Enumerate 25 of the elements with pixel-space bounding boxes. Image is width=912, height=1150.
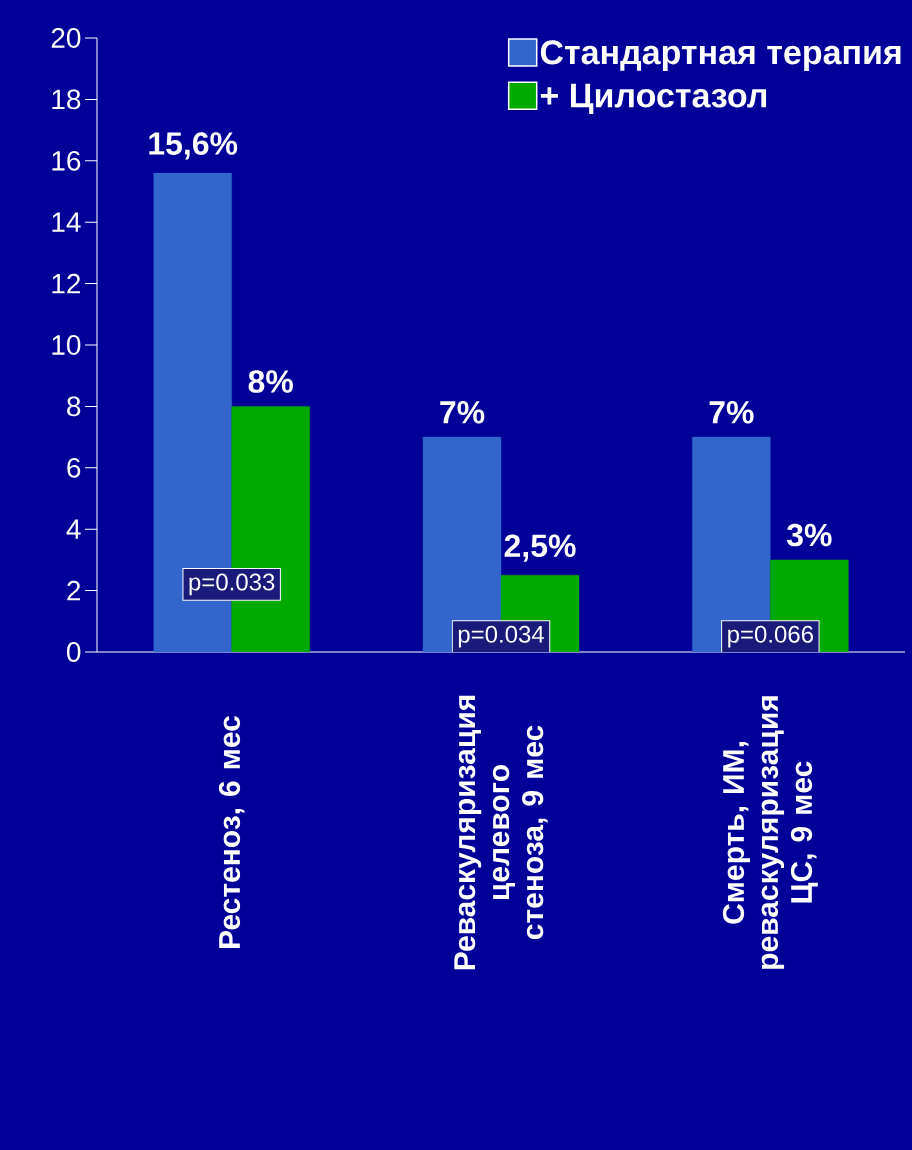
legend-label: + Цилостазол — [540, 83, 767, 115]
x-tick-label: Рестеноз, 6 мес — [218, 716, 245, 948]
y-tick-label: 12 — [52, 273, 81, 294]
y-tick-label: 16 — [52, 150, 81, 171]
data-label: 2,5% — [504, 534, 576, 562]
annotation: p=0.034 — [458, 625, 544, 648]
x-tick-label: Смерть, ИМ, реваскуляризация ЦС, 9 мес — [722, 696, 818, 969]
legend-label: Стандартная терапия — [540, 40, 901, 72]
y-tick-label: 6 — [67, 457, 81, 478]
y-tick-label: 18 — [52, 89, 81, 110]
y-tick-label: 2 — [67, 580, 81, 601]
data-label: 7% — [709, 401, 754, 424]
data-label: 7% — [440, 401, 485, 424]
x-tick-label: Реваскуляризация целевого стеноза, 9 мес — [454, 695, 548, 970]
y-tick-label: 20 — [51, 28, 81, 48]
data-label: 3% — [786, 523, 832, 547]
data-label: 15,6% — [149, 132, 238, 160]
y-tick-label: 8 — [67, 396, 81, 417]
data-label: 8% — [248, 370, 293, 393]
y-tick-label: 4 — [66, 519, 81, 539]
y-tick-label: 10 — [52, 335, 81, 355]
annotation: p=0.066 — [728, 625, 813, 648]
annotation: p=0.033 — [189, 573, 275, 596]
y-tick-label: 14 — [52, 212, 81, 232]
y-tick-label: 0 — [66, 642, 81, 662]
